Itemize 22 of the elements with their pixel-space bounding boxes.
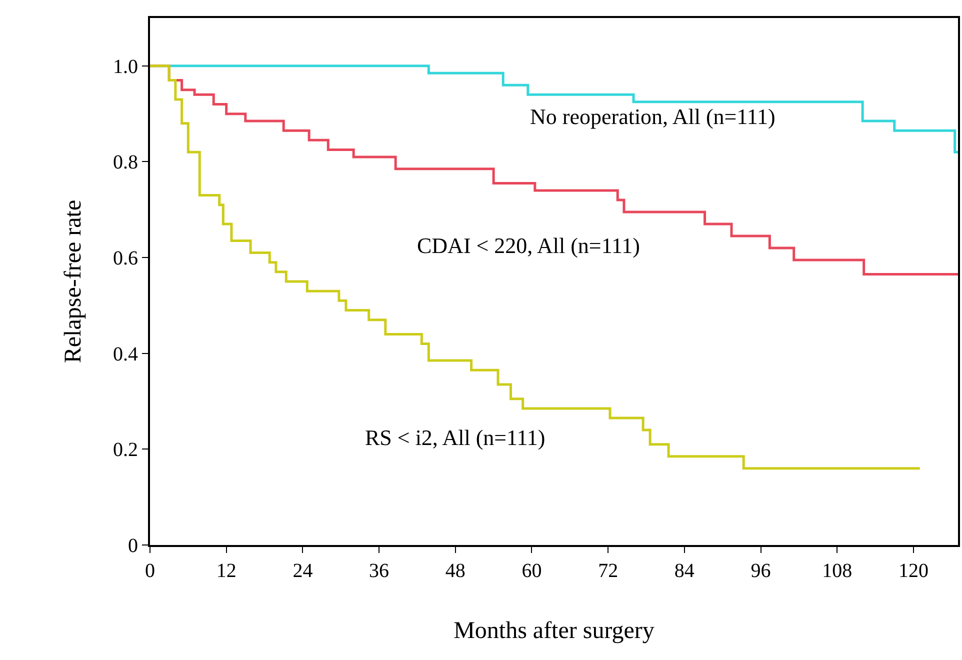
x-tick-label: 36 [369, 560, 390, 582]
y-tick-label: 0 [128, 535, 138, 557]
y-tick-label: 0.6 [113, 248, 138, 270]
x-tick-label: 12 [216, 560, 236, 582]
x-tick-label: 108 [822, 560, 852, 582]
x-tick-label: 24 [292, 560, 313, 582]
x-tick-label: 84 [674, 560, 694, 582]
x-tick-label: 72 [598, 560, 618, 582]
x-tick-label: 48 [445, 560, 466, 582]
x-tick-label: 60 [522, 560, 542, 582]
x-tick-label: 120 [898, 560, 928, 582]
series-label: No reoperation, All (n=111) [530, 104, 776, 129]
y-tick-label: 0.2 [113, 439, 138, 462]
x-tick-label: 0 [145, 560, 155, 582]
series-label: CDAI < 220, All (n=111) [417, 233, 640, 258]
y-axis-title: Relapse-free rate [60, 200, 87, 364]
x-axis-title: Months after surgery [454, 618, 654, 644]
x-tick-label: 96 [750, 560, 771, 582]
y-tick-label: 0.4 [113, 343, 138, 366]
series-label: RS < i2, All (n=111) [365, 425, 546, 450]
y-tick-label: 0.8 [113, 152, 138, 174]
y-tick-label: 1.0 [113, 56, 138, 78]
